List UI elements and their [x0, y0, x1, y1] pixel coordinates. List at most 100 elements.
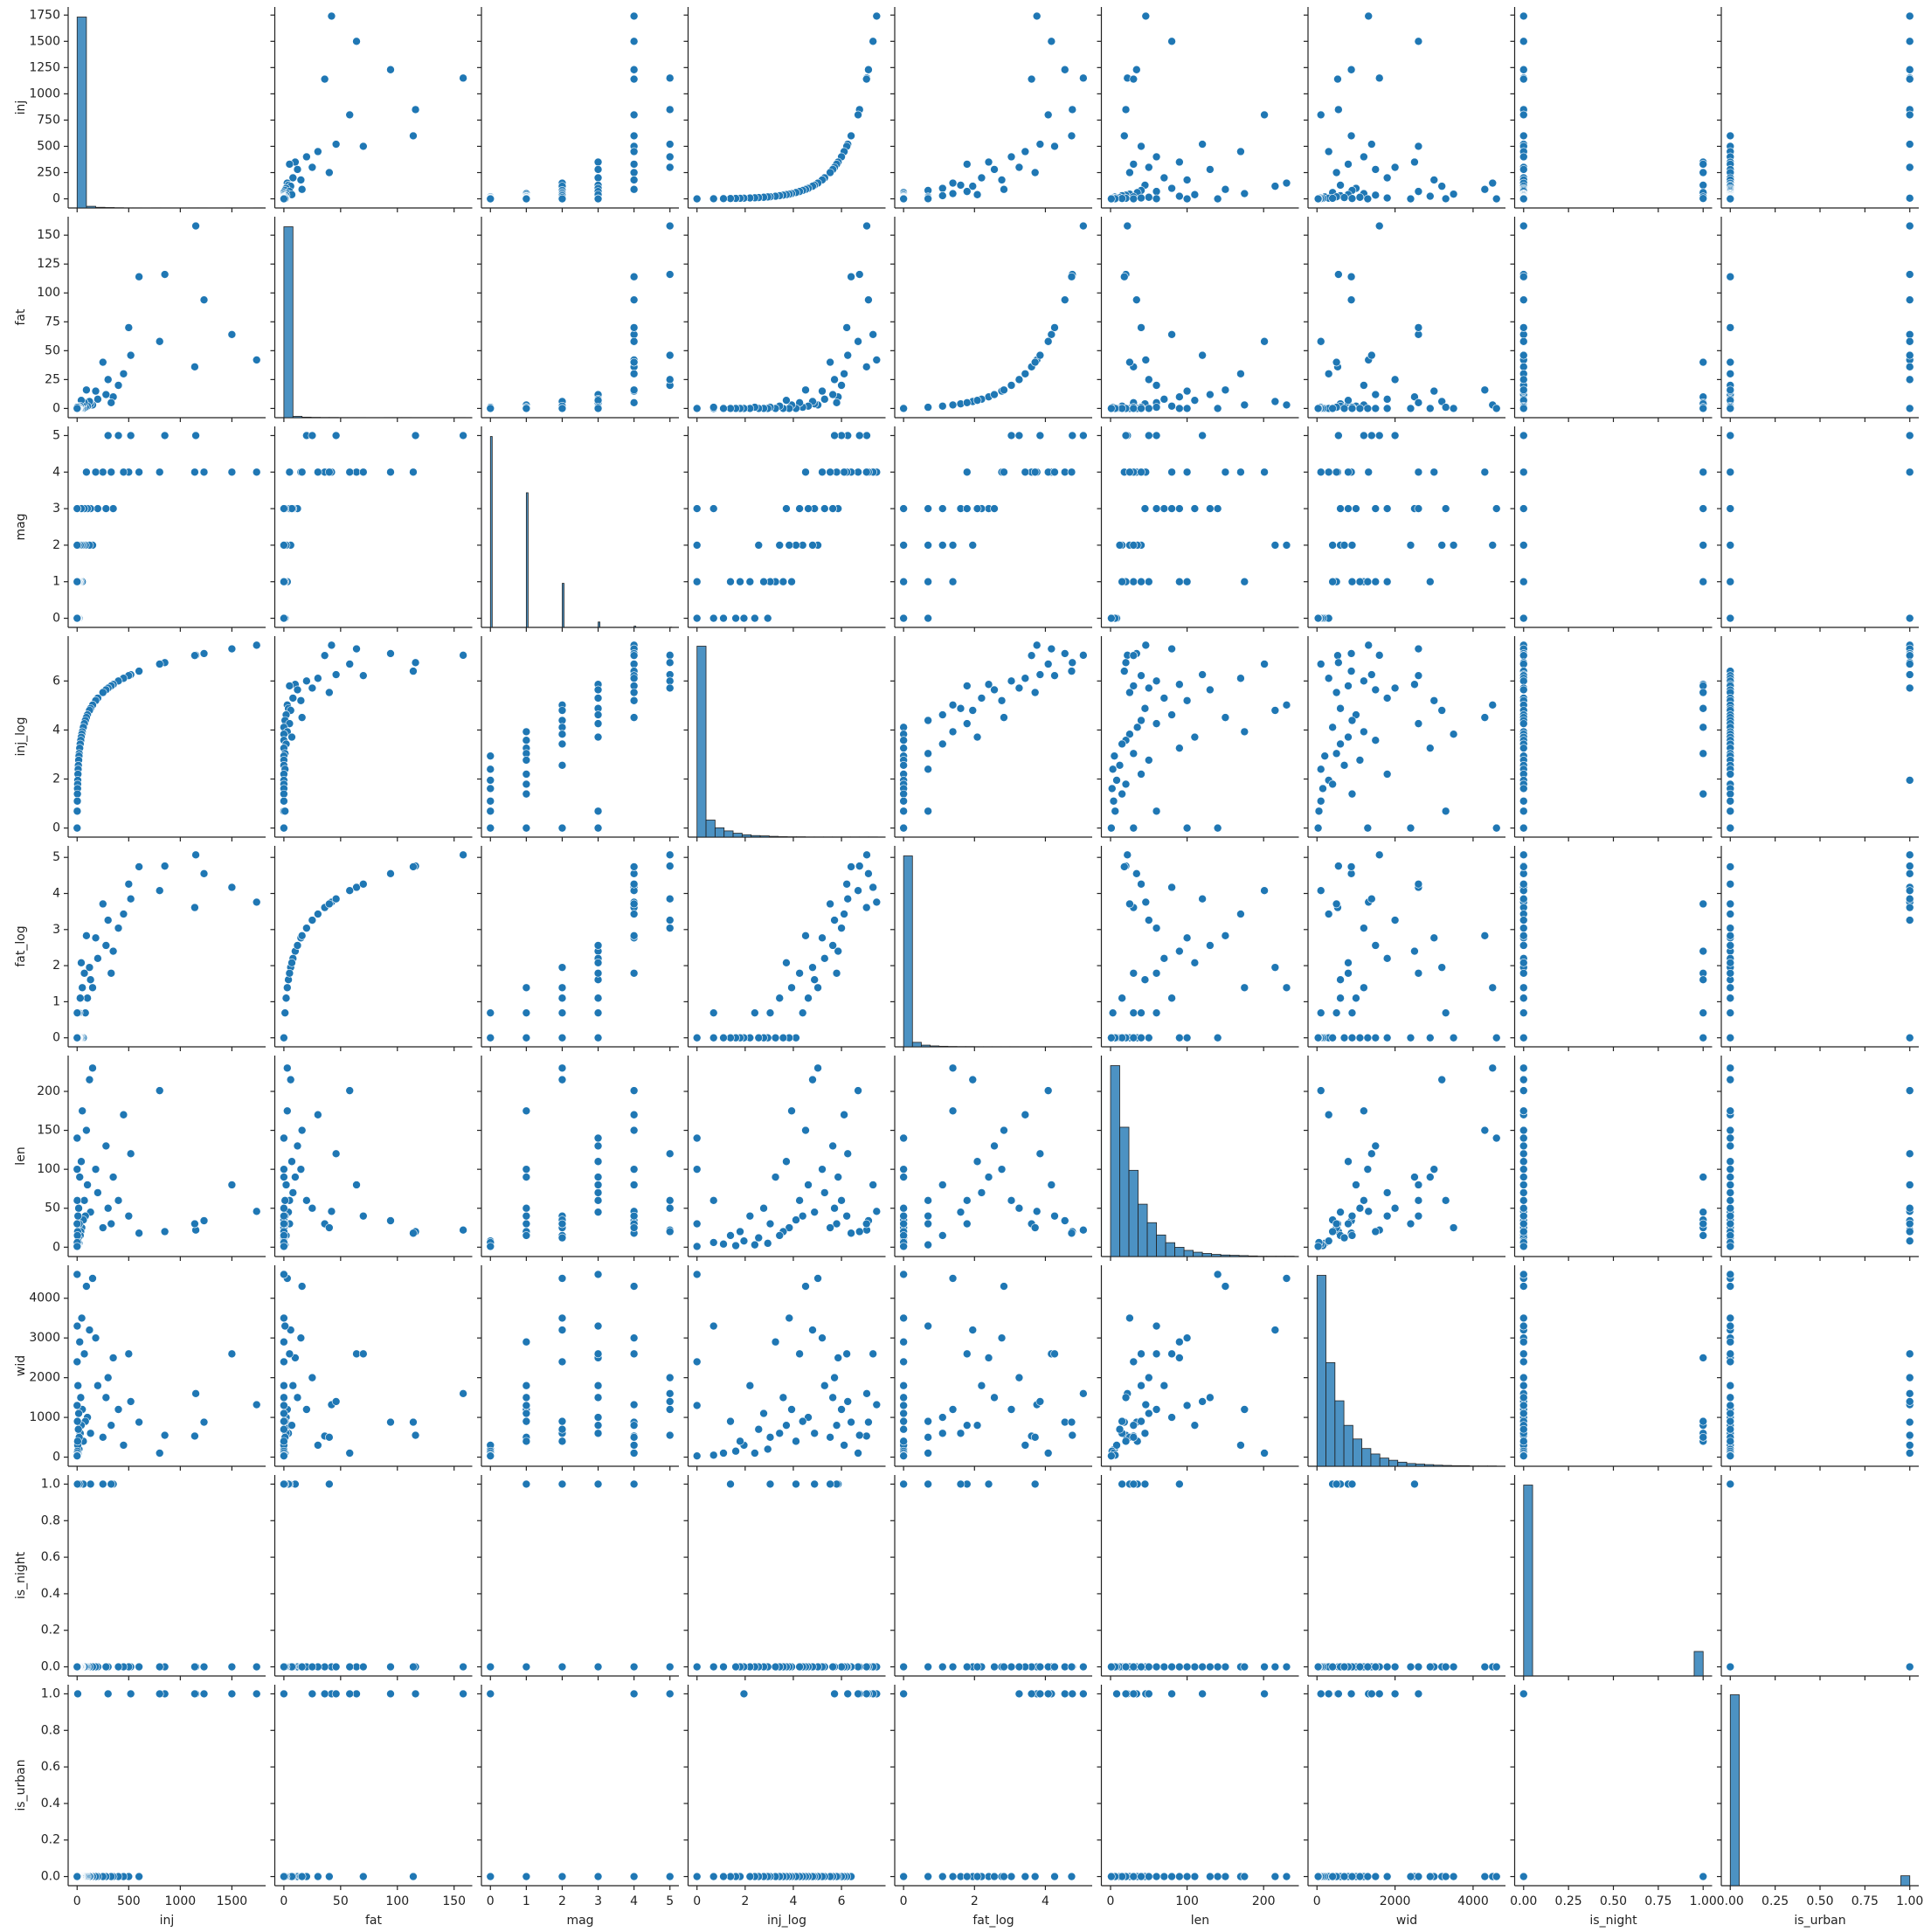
- scatter-point: [1492, 404, 1501, 413]
- histogram-bar: [696, 646, 707, 838]
- scatter-point: [1190, 190, 1200, 199]
- scatter-point: [77, 1157, 86, 1167]
- scatter-point: [899, 1219, 908, 1229]
- scatter-point: [977, 1188, 986, 1197]
- scatter-point: [126, 350, 135, 360]
- scatter-point: [1141, 356, 1151, 364]
- scatter-point: [1382, 1188, 1392, 1197]
- scatter-point: [1699, 1208, 1708, 1216]
- scatter-point: [1346, 862, 1356, 871]
- scatter-point: [1336, 975, 1345, 984]
- scatter-point: [1336, 739, 1345, 749]
- y-tick-label: 3000: [29, 1331, 60, 1345]
- scatter-point: [1067, 131, 1076, 141]
- scatter-point: [1726, 994, 1735, 1003]
- scatter-point: [1236, 910, 1245, 918]
- y-tick-label: 3: [52, 502, 60, 516]
- scatter-point: [80, 968, 89, 978]
- scatter-point: [801, 931, 810, 940]
- scatter-point: [629, 160, 639, 169]
- scatter-point: [522, 983, 531, 993]
- scatter-point: [522, 1008, 531, 1017]
- scatter-point: [854, 1662, 862, 1672]
- scatter-point: [1519, 1086, 1528, 1095]
- x-tick-label: 200: [1252, 1894, 1276, 1908]
- scatter-point: [280, 1211, 288, 1221]
- scatter-point: [411, 658, 420, 668]
- scatter-point: [665, 1430, 675, 1440]
- scatter-point: [155, 336, 164, 346]
- scatter-point: [1050, 671, 1059, 680]
- scatter-point: [1355, 404, 1365, 413]
- scatter-point: [308, 1689, 317, 1699]
- scatter-point: [1221, 385, 1230, 395]
- y-tick-label: 1: [52, 994, 60, 1008]
- scatter-point: [593, 1421, 603, 1430]
- scatter-point: [73, 796, 82, 806]
- scatter-point: [459, 651, 467, 660]
- scatter-point: [314, 674, 322, 683]
- scatter-point: [1344, 732, 1353, 742]
- scatter-point: [1270, 1662, 1280, 1672]
- scatter-point: [1175, 744, 1184, 752]
- scatter-point: [1060, 65, 1069, 74]
- scatter-point: [775, 541, 785, 550]
- scatter-point: [1382, 770, 1392, 779]
- scatter-point: [386, 1662, 395, 1672]
- scatter-point: [1699, 160, 1708, 169]
- scatter-point: [1152, 403, 1161, 412]
- scatter-point: [1035, 431, 1045, 440]
- y-tick-label: 250: [37, 166, 60, 180]
- scatter-point: [1328, 1662, 1337, 1672]
- scatter-point: [1519, 1125, 1528, 1135]
- scatter-point: [1355, 1662, 1365, 1672]
- scatter-point: [832, 398, 841, 407]
- scatter-point: [1726, 323, 1735, 332]
- scatter-point: [227, 1181, 237, 1189]
- scatter-point: [1519, 968, 1528, 978]
- scatter-point: [593, 194, 603, 204]
- scatter-point: [320, 74, 329, 84]
- histogram-bar: [1119, 1126, 1130, 1257]
- y-axis-label: inj_log: [14, 717, 28, 757]
- scatter-point: [665, 658, 675, 668]
- scatter-point: [1152, 1008, 1161, 1017]
- scatter-point: [522, 823, 531, 833]
- scatter-point: [1519, 1008, 1528, 1017]
- scatter-point: [1282, 1872, 1291, 1881]
- scatter-point: [1159, 694, 1169, 703]
- y-tick-label: 1000: [29, 87, 60, 100]
- scatter-point: [73, 1416, 82, 1426]
- scatter-point: [1336, 703, 1345, 713]
- scatter-point: [1050, 142, 1059, 151]
- scatter-point: [1726, 1416, 1735, 1426]
- y-axis-label: wid: [14, 1355, 28, 1376]
- scatter-point: [459, 1389, 467, 1398]
- scatter-point: [557, 1313, 567, 1323]
- scatter-point: [629, 899, 639, 909]
- scatter-point: [1699, 946, 1708, 956]
- scatter-point: [924, 1662, 932, 1672]
- scatter-point: [1043, 1449, 1053, 1458]
- scatter-point: [1035, 1689, 1045, 1699]
- scatter-point: [1282, 1274, 1291, 1283]
- scatter-point: [593, 1321, 603, 1331]
- scatter-point: [190, 363, 199, 371]
- scatter-point: [665, 924, 675, 932]
- scatter-point: [1519, 1033, 1528, 1042]
- scatter-point: [948, 400, 958, 410]
- scatter-point: [1332, 357, 1341, 367]
- scatter-point: [834, 946, 843, 956]
- scatter-point: [820, 1188, 829, 1197]
- scatter-point: [593, 1429, 603, 1438]
- scatter-point: [155, 1086, 164, 1095]
- scatter-point: [1437, 1075, 1446, 1084]
- scatter-point: [1137, 1033, 1145, 1042]
- scatter-point: [899, 1242, 908, 1251]
- scatter-point: [1726, 1357, 1735, 1367]
- x-tick-label: 1500: [217, 1894, 248, 1908]
- x-tick-label: 4: [789, 1894, 797, 1908]
- scatter-point: [765, 1008, 775, 1017]
- scatter-point: [486, 796, 495, 806]
- scatter-point: [88, 983, 97, 993]
